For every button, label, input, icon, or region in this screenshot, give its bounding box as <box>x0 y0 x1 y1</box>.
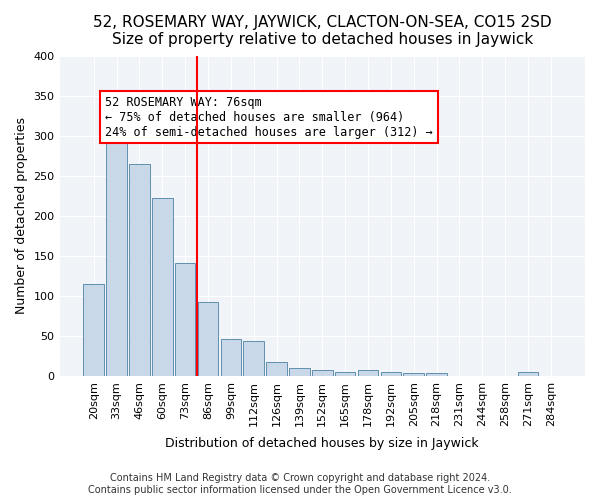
Text: 52 ROSEMARY WAY: 76sqm
← 75% of detached houses are smaller (964)
24% of semi-de: 52 ROSEMARY WAY: 76sqm ← 75% of detached… <box>105 96 433 138</box>
Bar <box>175 263 196 376</box>
Bar <box>335 372 355 376</box>
Bar <box>129 164 150 376</box>
Bar <box>289 368 310 376</box>
Bar <box>403 374 424 376</box>
Title: 52, ROSEMARY WAY, JAYWICK, CLACTON-ON-SEA, CO15 2SD
Size of property relative to: 52, ROSEMARY WAY, JAYWICK, CLACTON-ON-SE… <box>93 15 551 48</box>
X-axis label: Distribution of detached houses by size in Jaywick: Distribution of detached houses by size … <box>166 437 479 450</box>
Bar <box>198 302 218 376</box>
Text: Contains HM Land Registry data © Crown copyright and database right 2024.
Contai: Contains HM Land Registry data © Crown c… <box>88 474 512 495</box>
Bar <box>221 339 241 376</box>
Bar <box>426 372 447 376</box>
Bar <box>312 370 332 376</box>
Bar <box>83 284 104 376</box>
Bar <box>266 362 287 376</box>
Bar <box>358 370 378 376</box>
Bar <box>152 198 173 376</box>
Bar <box>106 109 127 376</box>
Bar <box>518 372 538 376</box>
Y-axis label: Number of detached properties: Number of detached properties <box>15 117 28 314</box>
Bar <box>380 372 401 376</box>
Bar <box>244 342 264 376</box>
